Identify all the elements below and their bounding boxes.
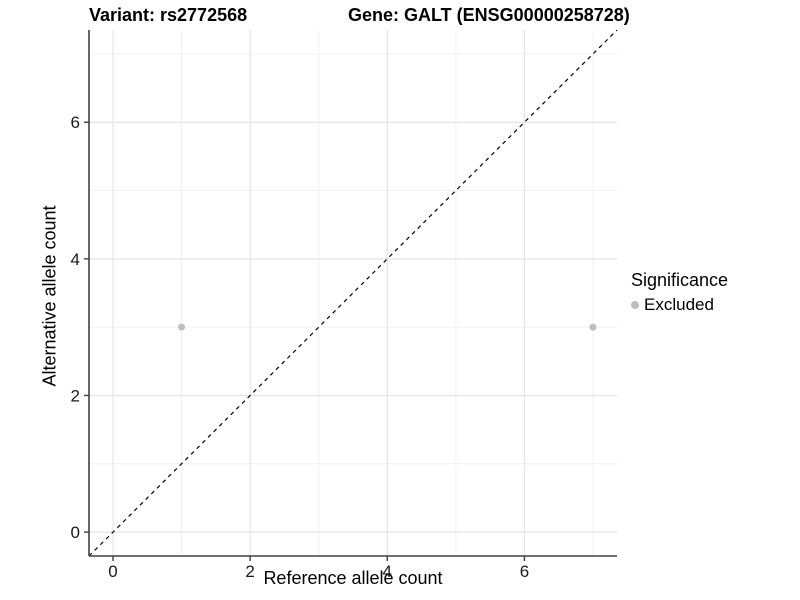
legend-item-label: Excluded — [644, 295, 714, 314]
x-axis-title: Reference allele count — [263, 568, 443, 588]
identity-line — [88, 29, 618, 557]
x-tick-label: 6 — [520, 562, 529, 581]
y-axis-title: Alternative allele count — [39, 205, 60, 387]
legend-point-icon — [631, 301, 639, 309]
plot-title-variant: Variant: rs2772568 — [89, 5, 248, 25]
legend: Significance Excluded — [631, 270, 728, 315]
legend-item-excluded: Excluded — [631, 295, 728, 315]
x-tick-label: 4 — [383, 562, 392, 581]
y-tick-label: 0 — [71, 523, 80, 542]
x-tick-label: 0 — [108, 562, 117, 581]
y-tick-label: 2 — [71, 386, 80, 405]
x-tick-label: 2 — [245, 562, 254, 581]
y-tick-label: 6 — [71, 113, 80, 132]
data-point — [589, 323, 597, 331]
y-tick-label: 4 — [71, 250, 80, 269]
plot-title-gene: Gene: GALT (ENSG00000258728) — [348, 5, 630, 25]
legend-title: Significance — [631, 270, 729, 290]
data-point — [178, 323, 186, 331]
